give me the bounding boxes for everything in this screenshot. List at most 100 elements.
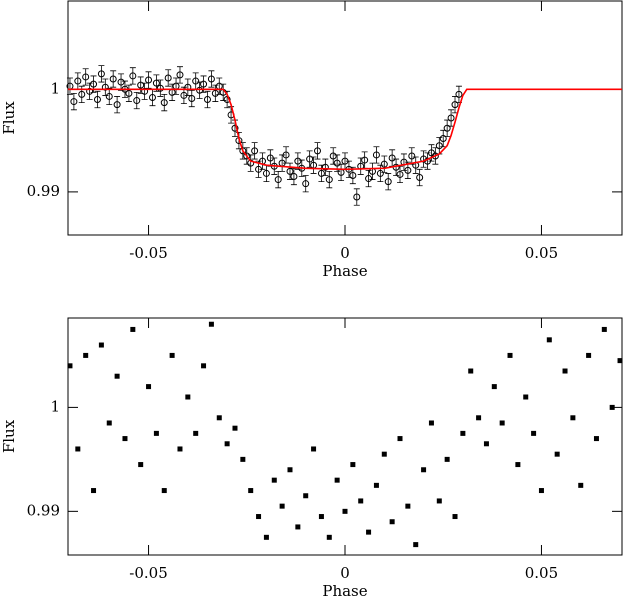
data-point (83, 352, 89, 358)
error-bar (412, 156, 419, 174)
model-line (68, 88, 622, 171)
data-point (122, 436, 128, 442)
error-bar (137, 76, 144, 94)
data-point (329, 152, 337, 160)
x-tick-label: 0 (340, 564, 350, 582)
data-point (436, 498, 442, 504)
data-point (200, 80, 208, 88)
data-point (98, 342, 104, 348)
data-point (137, 81, 145, 89)
data-point (109, 75, 117, 83)
error-bar (353, 188, 360, 206)
x-tick-label: 0.05 (525, 244, 558, 262)
data-point (381, 451, 387, 457)
error-bar (188, 89, 195, 108)
error-bar (393, 158, 400, 176)
data-point (193, 430, 199, 436)
data-point (138, 462, 144, 468)
error-bar (133, 91, 140, 110)
error-bar (326, 170, 333, 189)
x-tick-label: 0.05 (525, 564, 558, 582)
data-point (389, 519, 395, 525)
data-point (350, 462, 356, 468)
data-point (294, 157, 302, 165)
data-point (224, 441, 230, 447)
data-point (593, 436, 599, 442)
error-bar (70, 92, 77, 111)
data-point (499, 420, 505, 426)
data-point (240, 456, 246, 462)
data-point (192, 77, 200, 85)
data-point (366, 529, 372, 535)
error-bar (385, 173, 392, 191)
error-bar (279, 154, 286, 172)
data-point (216, 415, 222, 421)
error-bar (338, 163, 345, 182)
data-point (523, 394, 529, 400)
error-bar (196, 81, 203, 99)
data-point (90, 80, 98, 88)
data-point (546, 337, 552, 343)
data-point (160, 99, 168, 107)
data-point (358, 498, 364, 504)
data-point (164, 74, 172, 82)
error-bar (157, 79, 164, 97)
data-point (303, 493, 309, 499)
data-point (468, 368, 474, 374)
data-point (491, 384, 497, 390)
data-point (361, 156, 369, 164)
data-point (483, 441, 489, 447)
data-point (321, 163, 329, 171)
error-bar (161, 93, 168, 112)
data-point (609, 404, 615, 410)
data-point (82, 73, 90, 81)
data-point (188, 95, 196, 102)
error-bar (290, 167, 297, 186)
error-bar (294, 152, 301, 170)
data-point (130, 326, 136, 332)
data-point (148, 93, 156, 101)
error-bar (400, 153, 407, 171)
data-point (91, 488, 97, 494)
data-point (114, 373, 120, 379)
data-point (101, 83, 109, 91)
error-bar (349, 166, 356, 185)
error-bar (420, 150, 427, 168)
data-point (601, 326, 607, 332)
data-point (117, 78, 125, 86)
x-tick-label: 0 (340, 244, 350, 262)
error-bar (114, 96, 121, 114)
error-bar (251, 142, 258, 160)
error-bar (118, 73, 125, 91)
data-point (428, 420, 434, 426)
data-point (279, 503, 285, 509)
data-point (554, 451, 560, 457)
data-point (203, 96, 211, 104)
data-point (318, 514, 324, 520)
error-bar (444, 119, 451, 137)
data-point (349, 171, 357, 179)
data-point (282, 151, 290, 159)
data-point (86, 87, 94, 95)
data-point (156, 84, 164, 92)
data-point (256, 514, 262, 520)
error-bar (74, 72, 81, 90)
data-point (176, 71, 184, 79)
data-point (152, 79, 160, 87)
error-bar (173, 77, 180, 95)
data-point (416, 174, 424, 182)
error-bar (102, 78, 109, 96)
data-point (274, 176, 282, 184)
data-point (397, 436, 403, 442)
data-point (287, 467, 293, 473)
data-point (146, 384, 152, 390)
data-point (515, 462, 521, 468)
data-point (325, 176, 333, 184)
data-point (97, 70, 105, 78)
data-point (431, 152, 439, 160)
error-bar (322, 158, 329, 176)
data-point (302, 180, 310, 188)
data-point (447, 114, 455, 122)
error-bar (259, 152, 266, 170)
